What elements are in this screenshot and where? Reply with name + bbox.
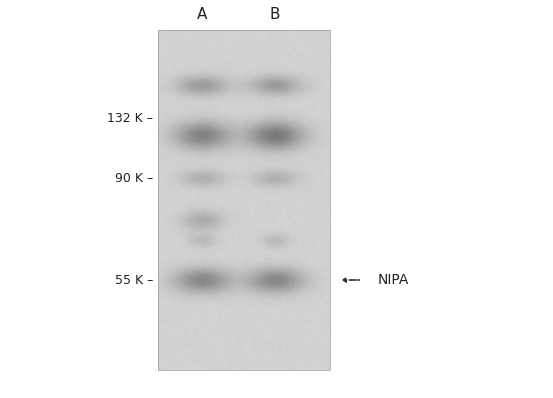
Text: 90 K –: 90 K – xyxy=(115,172,153,185)
Text: B: B xyxy=(270,7,280,22)
Text: A: A xyxy=(197,7,207,22)
Text: 132 K –: 132 K – xyxy=(107,111,153,125)
Text: 55 K –: 55 K – xyxy=(114,273,153,287)
Text: NIPA: NIPA xyxy=(378,273,409,287)
Bar xyxy=(158,30,330,370)
